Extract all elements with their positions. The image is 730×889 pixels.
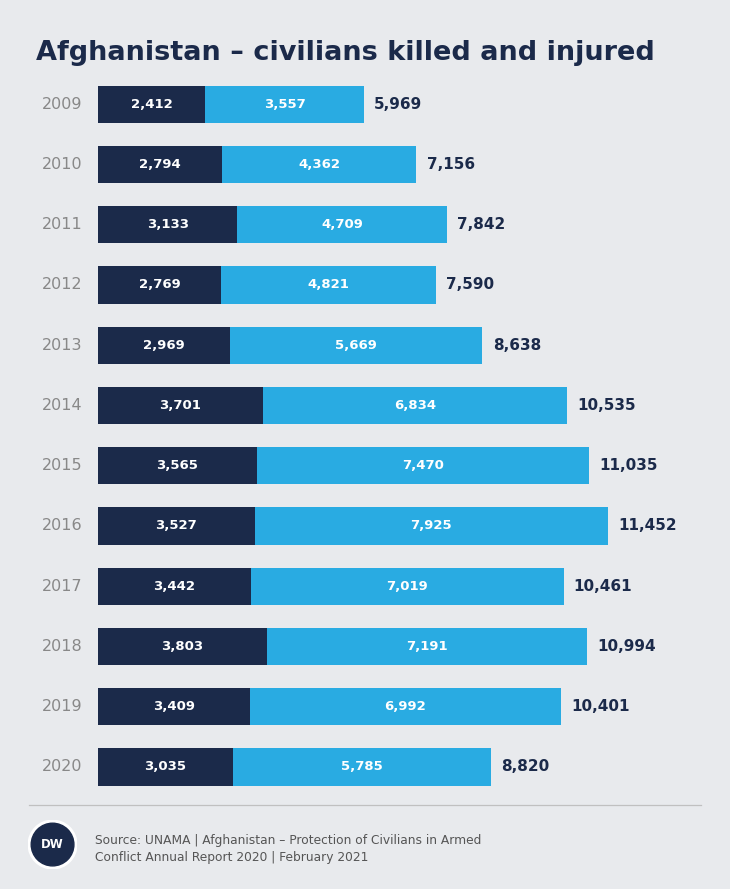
Bar: [98, 749, 233, 786]
Text: 10,401: 10,401: [571, 700, 630, 714]
Bar: [263, 387, 567, 424]
Bar: [251, 567, 564, 605]
Text: 2,769: 2,769: [139, 278, 180, 292]
Bar: [257, 447, 589, 485]
Text: 2,969: 2,969: [143, 339, 185, 352]
Bar: [98, 206, 237, 244]
Text: 5,969: 5,969: [374, 97, 422, 112]
Bar: [98, 267, 221, 304]
Bar: [98, 508, 255, 545]
Bar: [205, 85, 364, 123]
Text: 7,019: 7,019: [386, 580, 429, 593]
Text: 8,638: 8,638: [493, 338, 541, 353]
Text: 2017: 2017: [42, 579, 82, 594]
Text: 6,834: 6,834: [393, 399, 436, 412]
Bar: [98, 85, 205, 123]
Text: 3,133: 3,133: [147, 218, 188, 231]
Bar: [237, 206, 447, 244]
Text: 2020: 2020: [42, 759, 82, 774]
Bar: [98, 447, 257, 485]
Text: 3,803: 3,803: [161, 640, 204, 653]
Text: 10,994: 10,994: [598, 639, 656, 654]
Text: 2013: 2013: [42, 338, 82, 353]
Text: 3,442: 3,442: [153, 580, 196, 593]
Text: 10,461: 10,461: [574, 579, 632, 594]
Bar: [233, 749, 491, 786]
Text: 4,821: 4,821: [307, 278, 350, 292]
Text: 7,842: 7,842: [457, 217, 505, 232]
Text: 3,035: 3,035: [145, 760, 186, 773]
Text: 2018: 2018: [42, 639, 82, 654]
Text: 4,709: 4,709: [321, 218, 363, 231]
Text: 7,925: 7,925: [410, 519, 452, 533]
Text: 3,557: 3,557: [264, 98, 305, 111]
Bar: [98, 628, 267, 665]
Bar: [255, 508, 607, 545]
Text: 5,785: 5,785: [341, 760, 383, 773]
Bar: [98, 146, 223, 183]
Text: Afghanistan – civilians killed and injured: Afghanistan – civilians killed and injur…: [36, 40, 656, 66]
Text: 6,992: 6,992: [385, 701, 426, 713]
Circle shape: [31, 823, 74, 866]
Text: 3,527: 3,527: [155, 519, 197, 533]
Text: 2009: 2009: [42, 97, 82, 112]
Text: 2016: 2016: [42, 518, 82, 533]
Bar: [98, 567, 251, 605]
Text: 2014: 2014: [42, 398, 82, 413]
Text: 7,590: 7,590: [446, 277, 494, 292]
Text: 7,470: 7,470: [402, 460, 444, 472]
Text: 3,409: 3,409: [153, 701, 195, 713]
Text: 11,452: 11,452: [618, 518, 677, 533]
Bar: [267, 628, 588, 665]
Text: 2019: 2019: [42, 700, 82, 714]
Text: 2011: 2011: [42, 217, 82, 232]
Text: 2015: 2015: [42, 458, 82, 473]
Text: Source: UNAMA | Afghanistan – Protection of Civilians in Armed
Conflict Annual R: Source: UNAMA | Afghanistan – Protection…: [95, 834, 481, 864]
Text: 5,669: 5,669: [335, 339, 377, 352]
Circle shape: [28, 821, 77, 869]
Text: 8,820: 8,820: [501, 759, 549, 774]
Text: 4,362: 4,362: [299, 158, 340, 171]
Bar: [230, 326, 483, 364]
Bar: [98, 326, 230, 364]
Text: 2010: 2010: [42, 157, 82, 172]
Bar: [250, 688, 561, 725]
Text: 10,535: 10,535: [577, 398, 636, 413]
Bar: [221, 267, 436, 304]
Text: DW: DW: [41, 838, 64, 851]
Text: 3,565: 3,565: [156, 460, 199, 472]
Text: 11,035: 11,035: [599, 458, 658, 473]
Text: 2,794: 2,794: [139, 158, 181, 171]
Bar: [223, 146, 416, 183]
Text: 2012: 2012: [42, 277, 82, 292]
Text: 3,701: 3,701: [159, 399, 201, 412]
Text: 7,191: 7,191: [407, 640, 448, 653]
Bar: [98, 387, 263, 424]
Bar: [98, 688, 250, 725]
Text: 7,156: 7,156: [427, 157, 474, 172]
Text: 2,412: 2,412: [131, 98, 172, 111]
